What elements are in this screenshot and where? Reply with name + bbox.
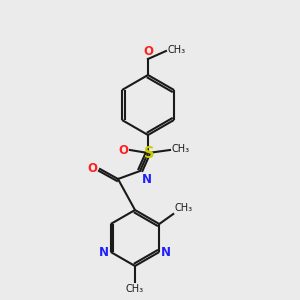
- Text: O: O: [143, 45, 153, 58]
- Text: S: S: [144, 146, 154, 160]
- Text: CH₃: CH₃: [126, 284, 144, 294]
- Text: O: O: [87, 161, 97, 175]
- Text: CH₃: CH₃: [174, 203, 192, 213]
- Text: CH₃: CH₃: [167, 45, 185, 55]
- Text: CH₃: CH₃: [171, 144, 189, 154]
- Text: N: N: [142, 173, 152, 186]
- Text: N: N: [99, 245, 109, 259]
- Text: N: N: [161, 245, 171, 259]
- Text: O: O: [118, 143, 128, 157]
